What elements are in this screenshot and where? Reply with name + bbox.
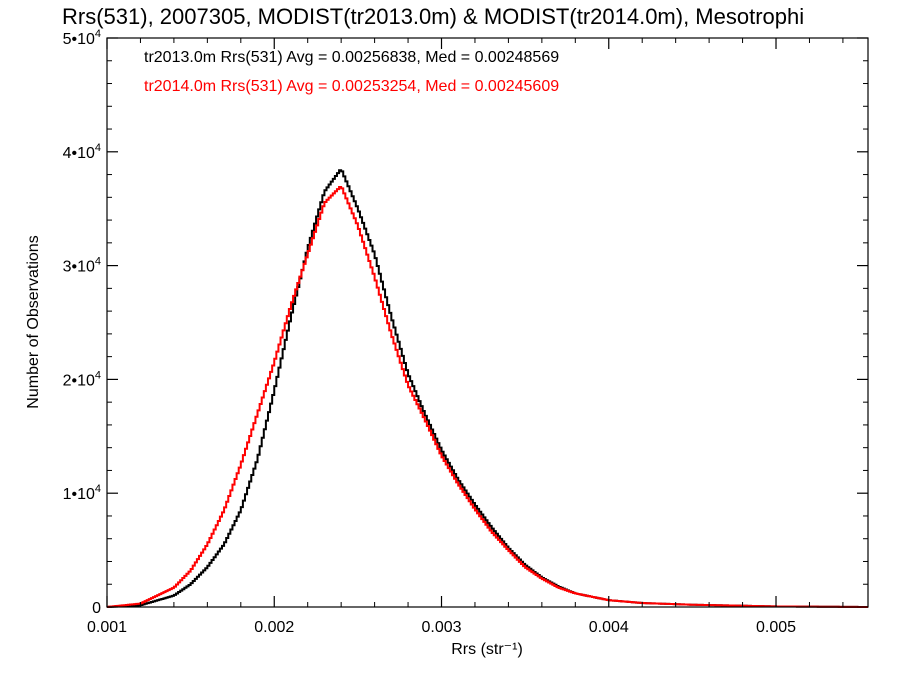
y-axis: 0 1•104 2•104 3•104 4•104 5•104 <box>63 28 868 617</box>
series-group <box>107 169 868 608</box>
y-tick-label: 2•104 <box>63 369 101 389</box>
y-tick-label: 5•104 <box>63 28 101 48</box>
x-tick-label: 0.005 <box>756 619 796 636</box>
legend: tr2013.0m Rrs(531) Avg = 0.00256838, Med… <box>144 49 559 95</box>
legend-entry-0: tr2013.0m Rrs(531) Avg = 0.00256838, Med… <box>144 49 559 66</box>
x-tick-label: 0.001 <box>87 619 127 636</box>
y-tick-label: 1•104 <box>63 483 101 503</box>
y-tick-label: 3•104 <box>63 256 101 276</box>
chart-title: Rrs(531), 2007305, MODIST(tr2013.0m) & M… <box>62 4 804 29</box>
x-tick-label: 0.004 <box>589 619 629 636</box>
y-tick-label: 0 <box>92 600 101 617</box>
plot-frame <box>106 37 869 608</box>
series-line-1 <box>107 186 868 608</box>
x-axis: 0.001 0.002 0.003 0.004 0.005 <box>87 38 844 636</box>
legend-entry-1: tr2014.0m Rrs(531) Avg = 0.00253254, Med… <box>144 78 559 95</box>
x-tick-label: 0.003 <box>421 619 461 636</box>
y-axis-label: Number of Observations <box>25 235 42 408</box>
x-axis-label: Rrs (str⁻¹) <box>451 641 523 658</box>
y-tick-label: 4•104 <box>63 142 101 162</box>
x-tick-label: 0.002 <box>254 619 294 636</box>
